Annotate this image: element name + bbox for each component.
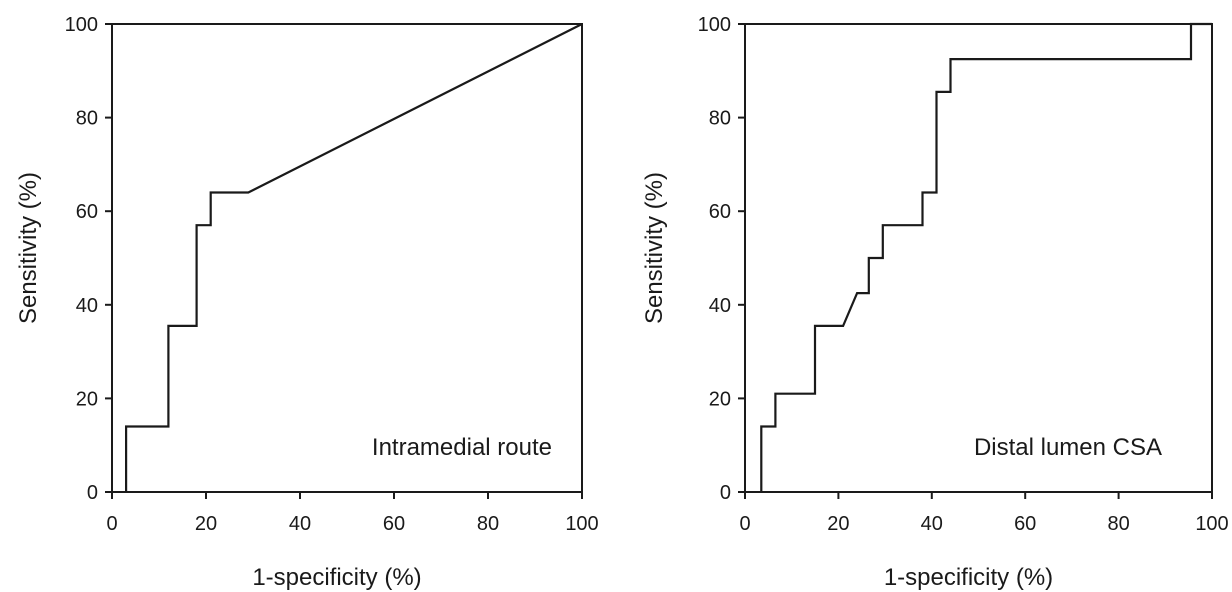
x-axis-title: 1-specificity (%) (884, 564, 1053, 591)
x-tick-label: 100 (1195, 513, 1228, 535)
x-tick-label: 60 (383, 513, 405, 535)
roc-panel-distal-lumen-csa: 0 20 40 60 80 100 0 20 40 60 80 100 1-specificity (%… (641, 14, 1229, 591)
roc-panel-intramedial-route: 0 20 40 60 80 100 0 20 40 60 80 100 1-specificity (%… (15, 14, 599, 591)
y-tick-label: 60 (709, 201, 731, 223)
y-tick-label: 40 (709, 295, 731, 317)
y-tick-label: 0 (720, 482, 731, 504)
y-tick-label: 20 (76, 388, 98, 410)
roc-curve-line (760, 22, 1212, 492)
x-tick-label: 40 (289, 513, 311, 535)
x-tick-label: 40 (921, 513, 943, 535)
y-tick-label: 80 (709, 108, 731, 130)
y-tick-label: 40 (76, 295, 98, 317)
x-tick-label: 0 (739, 513, 750, 535)
y-tick-label: 20 (709, 388, 731, 410)
plot-frame (111, 23, 583, 493)
panel-annotation-intramedial-route: Intramedial route (372, 434, 552, 461)
x-tick-label: 80 (477, 513, 499, 535)
y-axis-title: Sensitivity (%) (15, 172, 42, 324)
roc-curve-line (124, 23, 583, 492)
x-tick-label: 20 (195, 513, 217, 535)
x-tick-label: 20 (827, 513, 849, 535)
y-tick-label: 60 (76, 201, 98, 223)
plot-frame (744, 23, 1213, 493)
y-tick-label: 100 (698, 14, 731, 36)
x-axis-title: 1-specificity (%) (252, 564, 421, 591)
x-tick-label: 80 (1107, 513, 1129, 535)
x-tick-label: 60 (1014, 513, 1036, 535)
x-tick-label: 0 (106, 513, 117, 535)
y-tick-label: 80 (76, 108, 98, 130)
y-axis-title: Sensitivity (%) (641, 172, 668, 324)
panel-annotation-distal-lumen-csa: Distal lumen CSA (974, 434, 1162, 461)
y-tick-label: 0 (87, 482, 98, 504)
x-tick-label: 100 (565, 513, 598, 535)
y-tick-label: 100 (65, 14, 98, 36)
